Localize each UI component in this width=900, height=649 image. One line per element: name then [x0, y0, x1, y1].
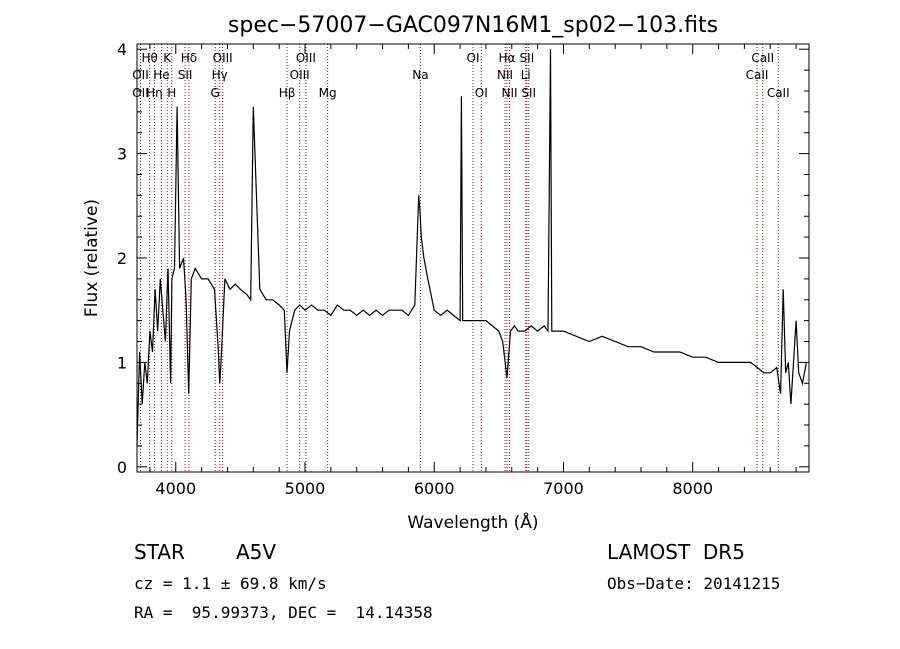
- y-tick-label: 1: [117, 353, 127, 372]
- spectral-line-label: Na: [412, 68, 428, 82]
- spectral-line-label: SII: [520, 51, 535, 65]
- spectral-line-label: CaII: [767, 86, 790, 100]
- spectrum-series-line: [136, 49, 807, 446]
- spectral-line-label: OI: [467, 51, 480, 65]
- spectral-line-label: Hθ: [141, 51, 157, 65]
- x-tick-label: 5000: [285, 479, 326, 498]
- survey-label: LAMOST DR5: [607, 540, 745, 564]
- spectral-line-label: Hβ: [279, 86, 296, 100]
- y-axis-label: Flux (relative): [82, 199, 102, 317]
- spectral-line-label: OII: [132, 68, 149, 82]
- spectral-line-label: OIII: [213, 51, 233, 65]
- spectral-line-label: Hη: [146, 86, 163, 100]
- y-tick-label: 3: [117, 145, 127, 164]
- spectral-line-label: CaII: [746, 68, 769, 82]
- spectral-line-label: G: [211, 86, 220, 100]
- spectral-line-label: SII: [521, 86, 536, 100]
- spectral-line-label: CaII: [751, 51, 774, 65]
- spectral-line-label: Mg: [319, 86, 337, 100]
- spectral-line-label: OII: [132, 86, 149, 100]
- y-tick-label: 2: [117, 249, 127, 268]
- redshift-label: cz = 1.1 ± 69.8 km/s: [134, 574, 327, 593]
- spectral-line-label: He: [153, 68, 169, 82]
- coordinates-label: RA = 95.99373, DEC = 14.14358: [134, 603, 433, 622]
- spectral-line-label: NII: [502, 86, 518, 100]
- spectral-line-label: Hδ: [181, 51, 197, 65]
- spectral-line-label: H: [167, 86, 176, 100]
- x-axis-label: Wavelength (Å): [407, 511, 538, 533]
- object-subclass: A5V: [236, 540, 277, 564]
- chart-title: spec−57007−GAC097N16M1_sp02−103.fits: [228, 13, 718, 38]
- x-tick-label: 6000: [414, 479, 455, 498]
- spectral-line-label: SII: [178, 68, 193, 82]
- spectral-line-label: Hα: [499, 51, 516, 65]
- spectral-line-label: Hγ: [212, 68, 228, 82]
- x-tick-label: 7000: [543, 479, 584, 498]
- obs-date-label: Obs−Date: 20141215: [607, 574, 781, 593]
- spectral-line-label: OIII: [296, 51, 316, 65]
- spectral-line-label: K: [163, 51, 172, 65]
- y-tick-label: 0: [117, 458, 127, 477]
- y-tick-label: 4: [117, 40, 127, 59]
- spectral-line-label: NII: [497, 68, 513, 82]
- x-tick-label: 4000: [155, 479, 196, 498]
- spectral-line-label: OIII: [290, 68, 310, 82]
- spectral-line-label: Li: [521, 68, 531, 82]
- x-tick-label: 8000: [672, 479, 713, 498]
- spectral-line-label: OI: [475, 86, 488, 100]
- object-class: STAR: [134, 540, 185, 564]
